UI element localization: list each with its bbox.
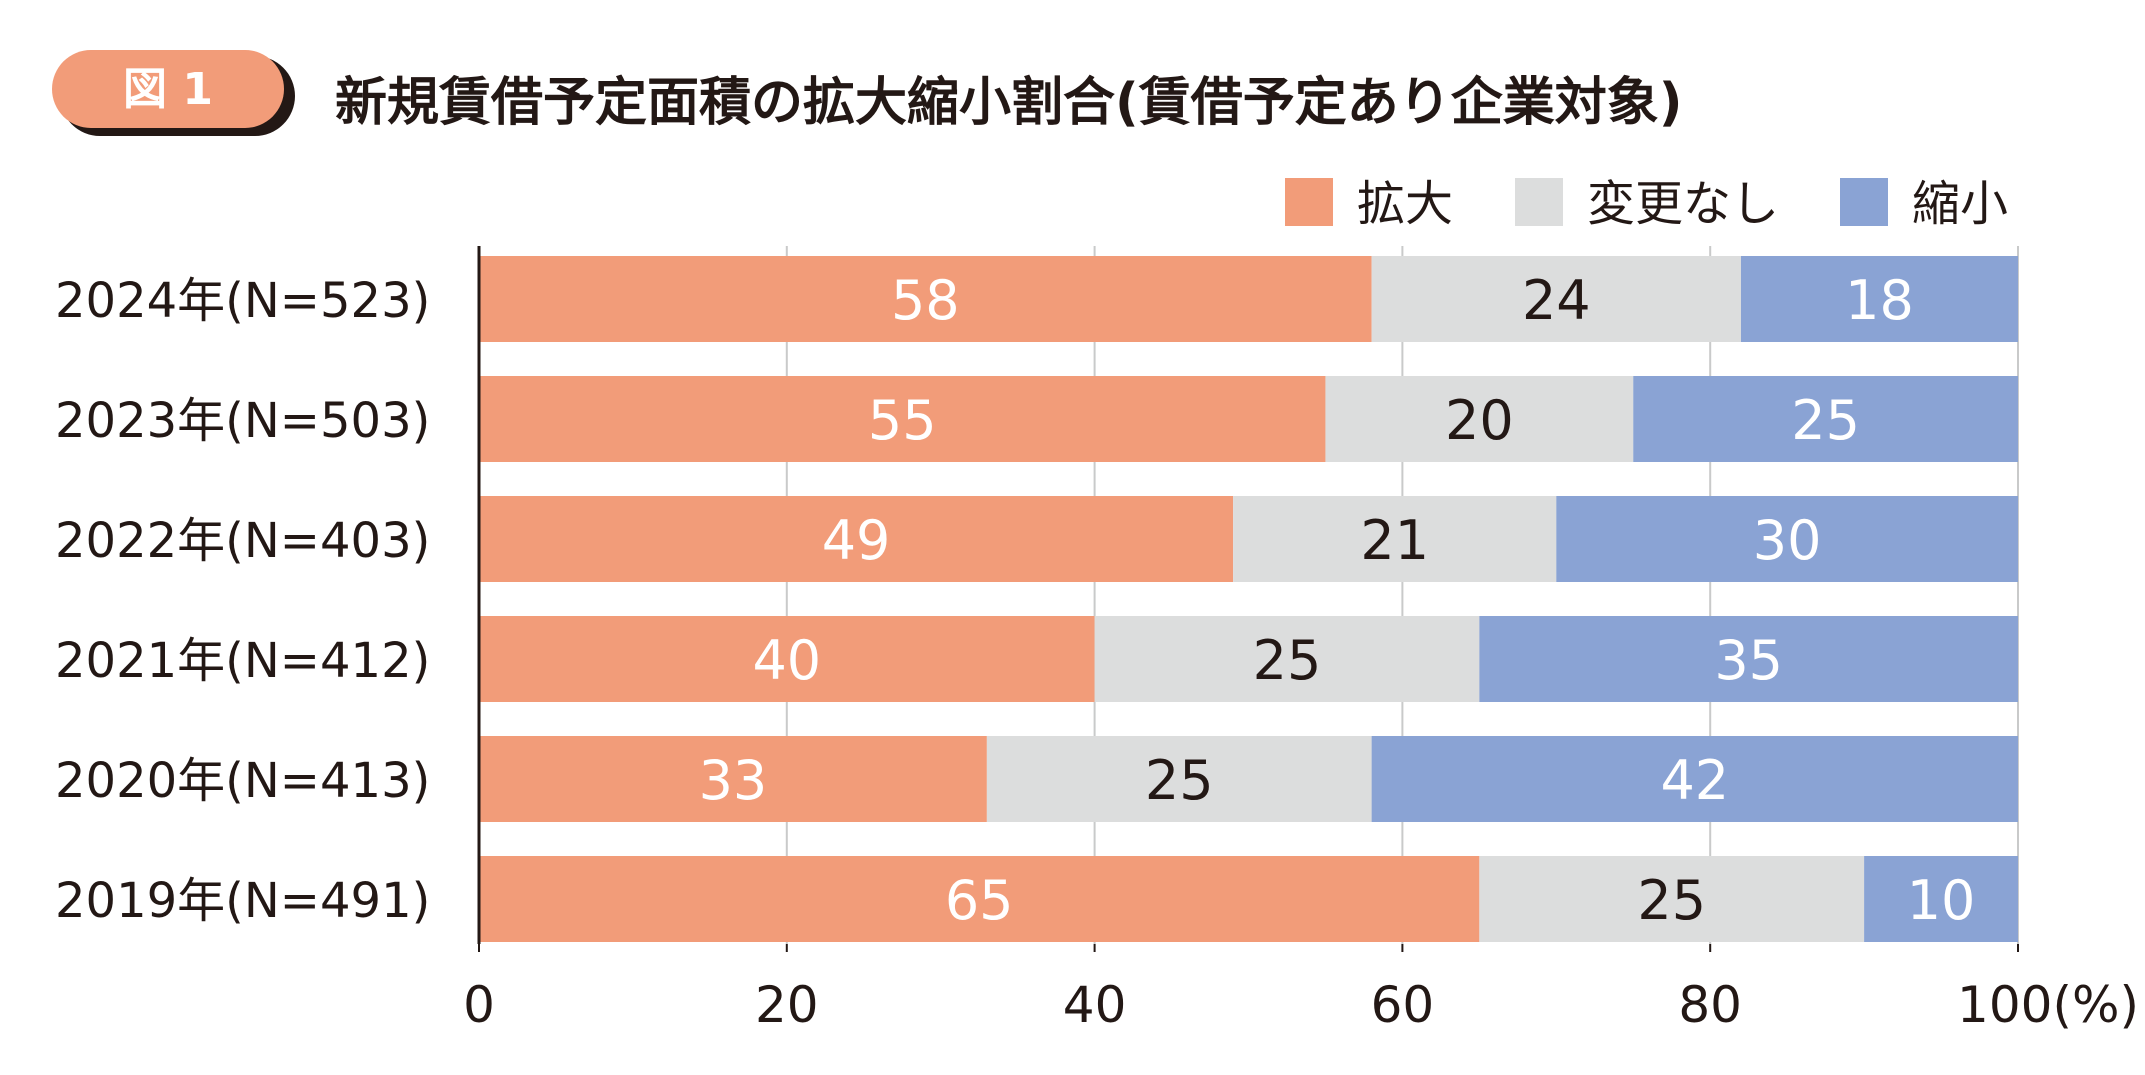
bar-segment-拡大	[479, 256, 1372, 342]
data-label: 58	[891, 269, 960, 332]
category-label: 2024年(N=523)	[55, 273, 430, 329]
bar-segment-拡大	[479, 736, 987, 822]
legend-label: 縮小	[1912, 176, 2008, 232]
x-tick-label: 60	[1371, 976, 1435, 1034]
data-label: 65	[945, 869, 1014, 932]
category-label: 2022年(N=403)	[55, 513, 430, 569]
data-label: 21	[1360, 509, 1429, 572]
category-label: 2019年(N=491)	[55, 873, 430, 929]
legend: 拡大 変更なし 縮小	[1285, 176, 2008, 232]
bar-segment-変更なし	[1233, 496, 1557, 582]
data-label: 10	[1907, 869, 1976, 932]
x-tick-label: 40	[1063, 976, 1127, 1034]
y-axis-labels: 2024年(N=523) 2023年(N=503) 2022年(N=403) 2021…	[55, 273, 430, 929]
data-label: 24	[1522, 269, 1591, 332]
bar-segment-縮小	[1556, 496, 2018, 582]
x-axis-ticks: 0 20 40 60 80 100(%)	[463, 944, 2139, 1034]
data-label: 40	[752, 629, 821, 692]
badge-label: 図 1	[123, 64, 213, 115]
bar-segment-拡大	[479, 856, 1480, 942]
data-label: 42	[1660, 749, 1729, 812]
chart-title: 新規賃借予定面積の拡大縮小割合(賃借予定あり企業対象)	[335, 73, 1683, 133]
legend-swatch	[1515, 178, 1563, 226]
legend-swatch	[1840, 178, 1888, 226]
bar-segment-変更なし	[1371, 256, 1741, 342]
bar-segment-拡大	[479, 616, 1095, 702]
category-label: 2020年(N=413)	[55, 753, 430, 809]
legend-label: 拡大	[1357, 176, 1453, 232]
bar-segment-変更なし	[986, 736, 1372, 822]
data-label: 18	[1845, 269, 1914, 332]
x-tick-label: 0	[463, 976, 495, 1034]
legend-label: 変更なし	[1587, 176, 1779, 232]
data-label: 55	[868, 389, 937, 452]
data-label: 25	[1791, 389, 1860, 452]
bar-segment-縮小	[1740, 256, 2018, 342]
data-label: 25	[1145, 749, 1214, 812]
data-label: 30	[1753, 509, 1822, 572]
bar-segment-縮小	[1633, 376, 2018, 462]
bars: 58 24 18 55 20 25 49 21 30 40 25 35 33 25 42 65 25 10	[479, 256, 2018, 942]
bar-segment-拡大	[479, 376, 1326, 462]
data-label: 25	[1637, 869, 1706, 932]
data-label: 25	[1253, 629, 1322, 692]
bar-segment-拡大	[479, 496, 1234, 582]
x-tick-label: 80	[1678, 976, 1742, 1034]
bar-segment-変更なし	[1325, 376, 1634, 462]
gridlines	[785, 246, 2019, 944]
data-label: 35	[1714, 629, 1783, 692]
bar-segment-変更なし	[1094, 616, 1480, 702]
bar-segment-縮小	[1479, 616, 2018, 702]
bar-segment-変更なし	[1479, 856, 1865, 942]
figure-badge: 図 1	[52, 50, 295, 136]
category-label: 2023年(N=503)	[55, 393, 430, 449]
data-label: 33	[699, 749, 768, 812]
category-label: 2021年(N=412)	[55, 633, 430, 689]
x-tick-label: 100(%)	[1957, 976, 2139, 1034]
legend-swatch	[1285, 178, 1333, 226]
bar-segment-縮小	[1864, 856, 2018, 942]
x-tick-label: 20	[755, 976, 819, 1034]
data-label: 49	[822, 509, 891, 572]
data-label: 20	[1445, 389, 1514, 452]
bar-segment-縮小	[1371, 736, 2018, 822]
